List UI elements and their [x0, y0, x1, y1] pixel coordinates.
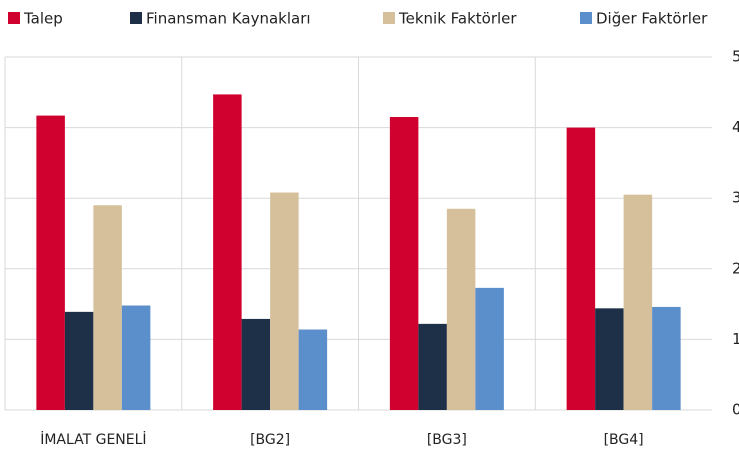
- legend-label: Teknik Faktörler: [398, 10, 517, 28]
- bar: [623, 194, 653, 410]
- y-tick-label: 5: [732, 48, 739, 66]
- legend-label: Finansman Kaynakları: [146, 10, 311, 28]
- bar: [121, 305, 151, 410]
- x-tick-label: [BG2]: [250, 432, 290, 448]
- legend-swatch: [130, 12, 142, 24]
- bar: [270, 192, 299, 410]
- y-tick-label: 3: [732, 189, 739, 207]
- legend-swatch: [383, 12, 395, 24]
- bar: [241, 318, 271, 410]
- bar: [595, 308, 624, 410]
- legend-swatch: [580, 12, 592, 24]
- bar: [566, 127, 596, 410]
- bar: [475, 287, 504, 410]
- bar: [446, 208, 476, 410]
- bar: [389, 117, 419, 410]
- x-tick-label: [BG4]: [604, 432, 644, 448]
- legend-swatch: [8, 12, 20, 24]
- bar: [36, 115, 65, 411]
- y-tick-label: 4: [732, 118, 739, 136]
- bar: [298, 329, 328, 410]
- bar: [418, 323, 447, 410]
- x-tick-label: İMALAT GENELİ: [40, 430, 146, 448]
- legend-label: Diğer Faktörler: [596, 10, 708, 28]
- y-tick-label: 1: [732, 330, 739, 348]
- y-tick-label: 2: [732, 259, 739, 277]
- bar: [652, 306, 681, 410]
- legend-label: Talep: [23, 10, 63, 28]
- bar: [64, 311, 94, 410]
- y-tick-label: 0: [732, 401, 739, 419]
- bar: [93, 205, 122, 410]
- bar: [213, 94, 242, 410]
- x-tick-label: [BG3]: [427, 432, 467, 448]
